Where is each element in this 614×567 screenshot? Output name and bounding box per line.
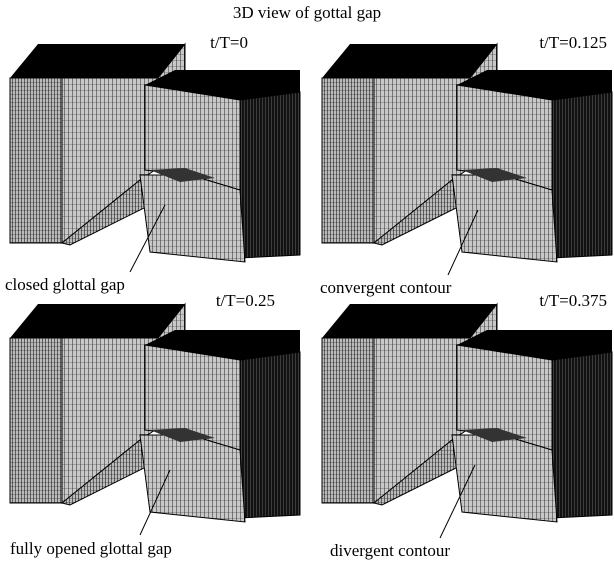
annotation: fully opened glottal gap	[10, 539, 172, 558]
mesh-panel	[322, 44, 612, 262]
panel-label: t/T=0.25	[216, 291, 275, 310]
figure: 3D view of gottal gap t/T=0 t/T=0.125 t/…	[0, 0, 614, 567]
annotation: convergent contour	[320, 278, 452, 297]
panel-label: t/T=0.125	[539, 33, 607, 52]
annotation: divergent contour	[330, 541, 450, 560]
figure-title: 3D view of gottal gap	[233, 3, 381, 22]
mesh-panel	[322, 304, 612, 522]
mesh-panel	[10, 304, 300, 522]
annotation: closed glottal gap	[5, 275, 125, 294]
mesh-panel	[10, 44, 300, 262]
panel-label: t/T=0.375	[539, 291, 607, 310]
panel-label: t/T=0	[210, 33, 248, 52]
